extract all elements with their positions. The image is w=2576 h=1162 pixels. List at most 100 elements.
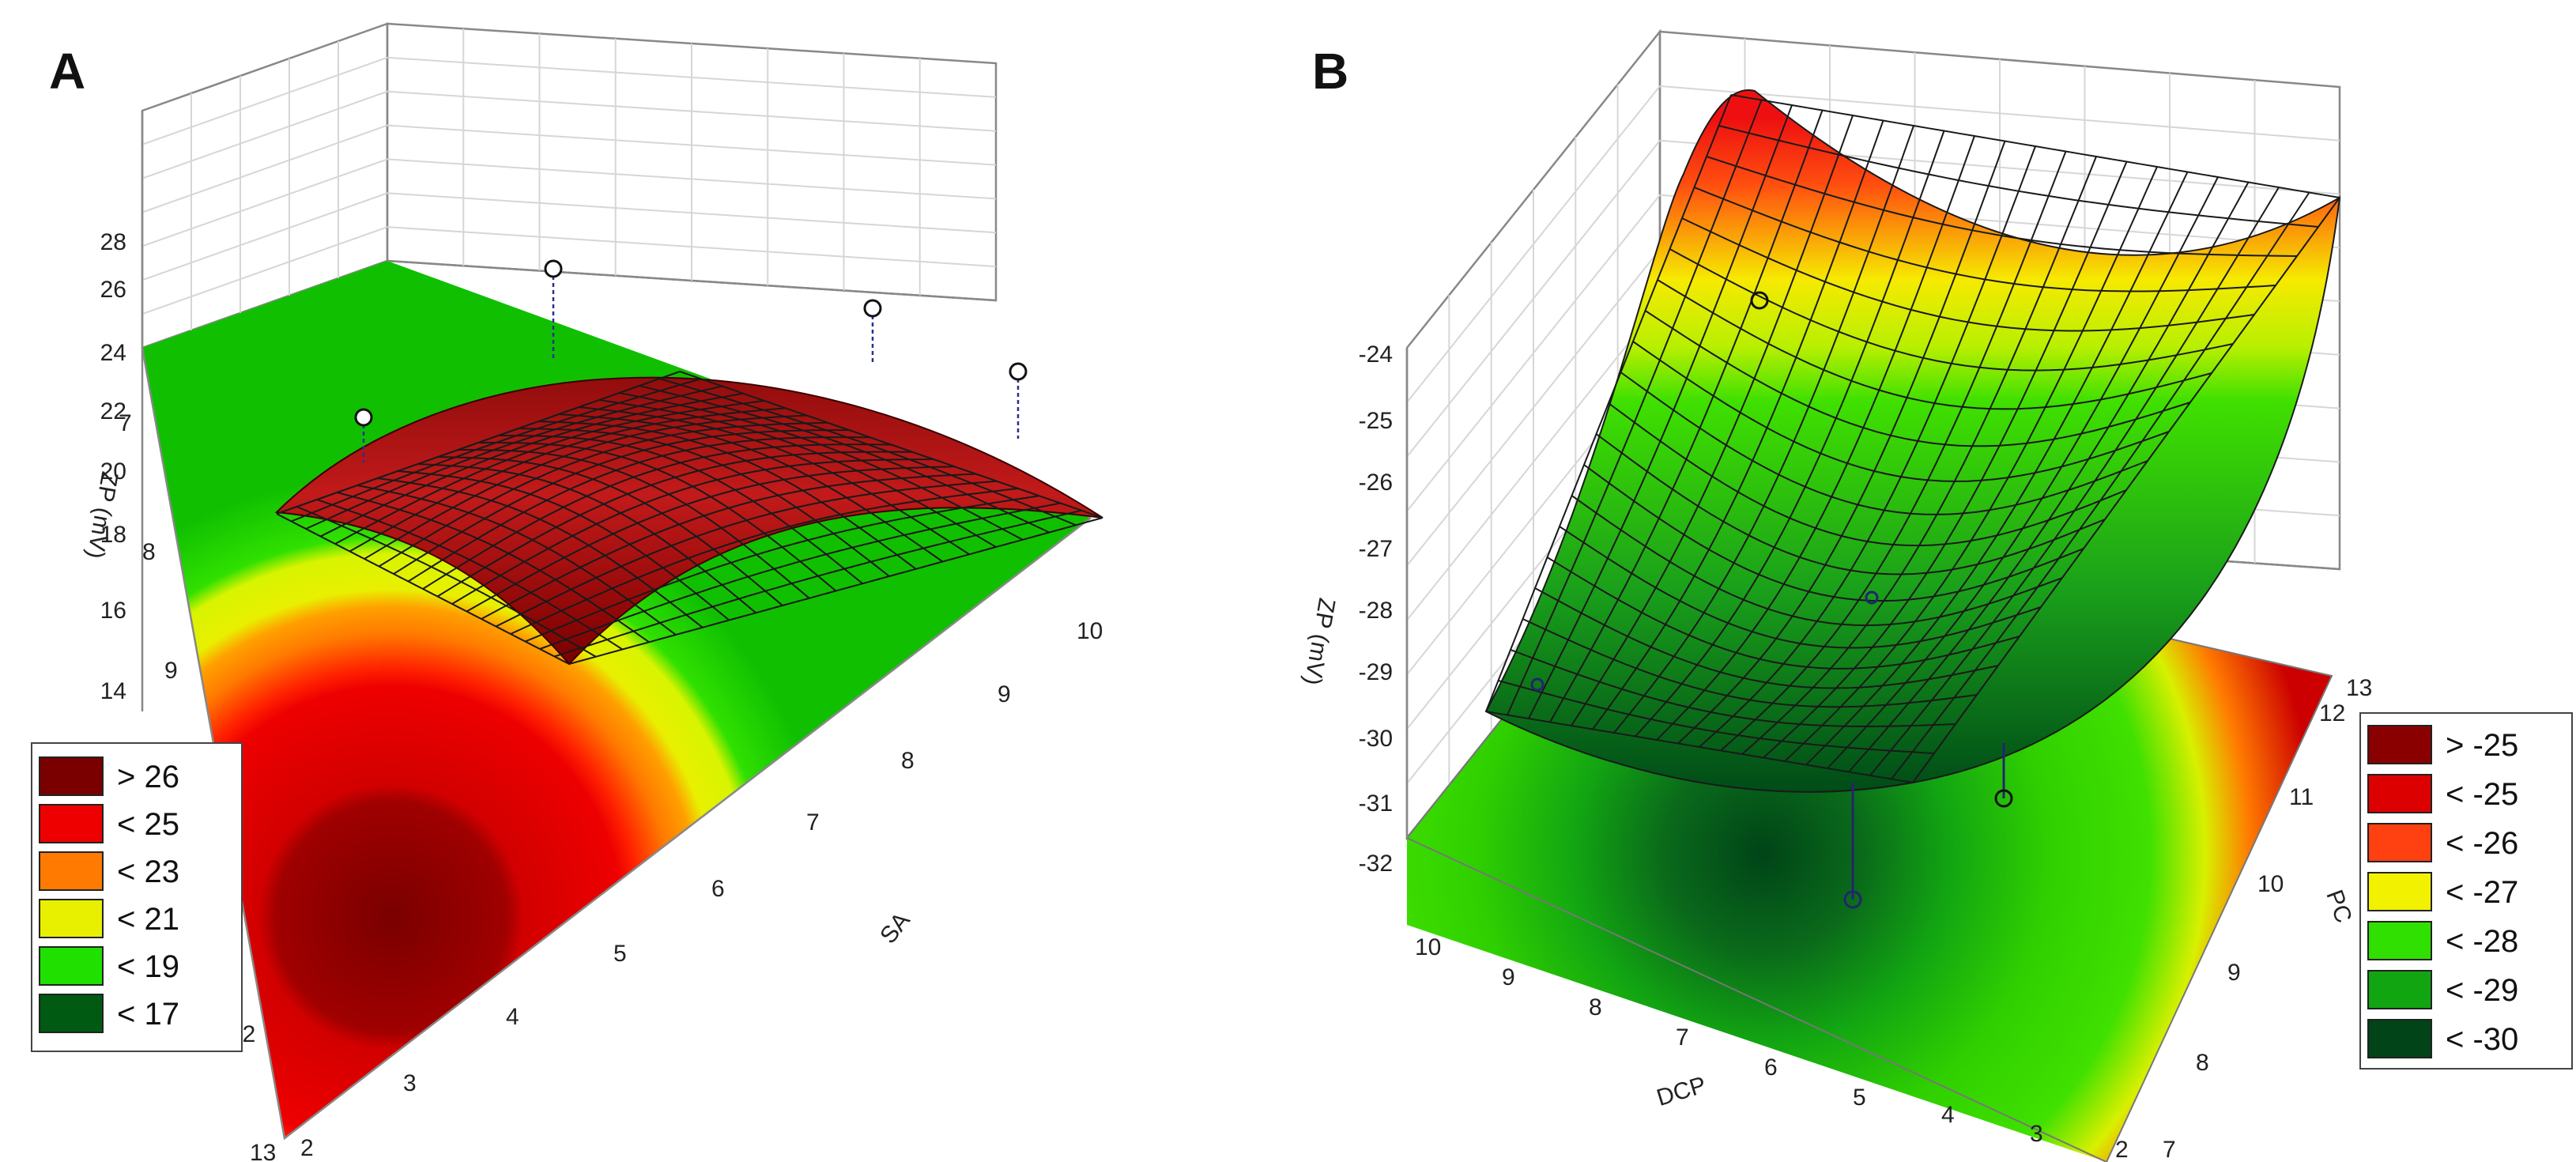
legend-label: < -27 <box>2446 875 2518 910</box>
mesh-line <box>659 378 1077 526</box>
z-tick: -32 <box>1359 851 1393 877</box>
panel-a-point <box>1009 362 1028 381</box>
mesh-line <box>1763 161 2128 759</box>
z-tick: -25 <box>1359 408 1393 434</box>
mesh-line <box>538 421 917 570</box>
legend-label: < -28 <box>2446 924 2518 959</box>
pc-tick: 8 <box>142 539 156 565</box>
panel-b-dcp-label: DCP <box>1654 1072 1709 1111</box>
dcp-tick: 6 <box>1764 1054 1778 1081</box>
panel-b-dcp-ticks: 10 9 8 7 6 5 4 3 2 <box>1415 934 2129 1162</box>
mesh-line <box>554 509 1082 658</box>
panel-a-walls <box>141 22 998 349</box>
mesh-line <box>639 385 1050 534</box>
mesh-line <box>510 488 1019 635</box>
legend-label: > -25 <box>2446 728 2518 763</box>
panel-b-pc-label: PC <box>2321 887 2356 926</box>
sa-tick: 7 <box>806 809 820 836</box>
grid-line <box>387 90 997 132</box>
legend-swatch <box>39 994 104 1033</box>
z-tick: 16 <box>100 598 126 624</box>
sa-tick: 9 <box>998 681 1011 707</box>
grid-line <box>1406 140 1661 458</box>
panel-b-point <box>1530 677 1544 692</box>
dcp-tick: 5 <box>1853 1085 1866 1111</box>
legend-swatch <box>2367 1019 2432 1058</box>
panel-b-z-label: ZP (mV) <box>1299 596 1340 687</box>
mesh-line <box>422 443 892 590</box>
legend-label: < 17 <box>117 997 179 1032</box>
panel-b-point <box>1843 890 1862 909</box>
mesh-line <box>1694 187 2276 292</box>
panel-a-wall-grid <box>141 28 997 330</box>
pc-tick: 8 <box>2196 1050 2209 1076</box>
pc-tick: 12 <box>2319 700 2345 726</box>
z-tick: 24 <box>100 340 126 366</box>
legend-label: < -30 <box>2446 1022 2518 1057</box>
mesh-line <box>481 473 976 620</box>
panel-a-legend: > 26 < 25 < 23 < 21 < 19 < 17 <box>31 742 243 1052</box>
mesh-line <box>1620 372 2148 515</box>
dcp-tick: 10 <box>1415 934 1441 960</box>
mesh-line <box>1644 310 2191 447</box>
grid-line <box>387 158 997 200</box>
z-tick: -24 <box>1359 341 1393 368</box>
mesh-line <box>1805 172 2189 766</box>
panel-a: A 14 16 18 2 <box>31 22 1103 1162</box>
panel-a-point <box>863 299 882 318</box>
z-tick: -26 <box>1359 470 1393 496</box>
panel-b: B -32 -31 -30 -29 -28 -27 <box>1299 28 2573 1162</box>
mesh-line <box>436 451 913 598</box>
z-tick: 26 <box>100 277 126 303</box>
mesh-line <box>568 517 1103 665</box>
mesh-line <box>598 399 997 548</box>
panel-b-point <box>1865 590 1879 605</box>
z-tick: 22 <box>100 398 126 424</box>
legend-label: > 26 <box>117 760 179 794</box>
sa-tick: 8 <box>901 748 915 774</box>
legend-swatch <box>2367 872 2432 911</box>
dcp-tick: 8 <box>1589 994 1602 1021</box>
legend-swatch <box>39 804 104 843</box>
z-tick: -29 <box>1359 659 1393 685</box>
sa-tick: 2 <box>300 1135 314 1161</box>
legend-label: < -26 <box>2446 826 2518 861</box>
pc-tick: 10 <box>2257 871 2284 897</box>
panel-a-sa-label: SA <box>875 907 915 949</box>
mesh-line <box>539 502 1061 650</box>
panel-b-point <box>1994 789 2013 808</box>
z-tick: -28 <box>1359 598 1393 624</box>
sa-tick: 5 <box>613 941 627 967</box>
mesh-line <box>1784 166 2158 762</box>
pc-tick: 13 <box>250 1140 276 1162</box>
legend-label: < 25 <box>117 807 179 842</box>
legend-swatch <box>2367 970 2432 1009</box>
panel-b-point <box>1750 291 1769 310</box>
mesh-line <box>1681 217 2255 332</box>
mesh-line <box>1657 279 2212 410</box>
sa-tick: 4 <box>506 1004 519 1030</box>
mesh-line <box>619 392 1024 541</box>
mesh-line <box>1699 145 2036 748</box>
dcp-tick: 4 <box>1941 1102 1955 1128</box>
sa-tick: 10 <box>1077 618 1103 644</box>
panel-a-points <box>354 259 1028 462</box>
panel-b-z-ticks: -32 -31 -30 -29 -28 -27 -26 -25 -24 <box>1359 341 1393 877</box>
dcp-tick: 2 <box>2115 1137 2129 1162</box>
z-tick: 14 <box>100 678 126 704</box>
sa-tick: 3 <box>403 1070 417 1096</box>
mesh-line <box>1720 151 2067 752</box>
pc-tick: 11 <box>2289 784 2314 810</box>
mesh-line <box>496 480 998 628</box>
mesh-line <box>1891 191 2310 780</box>
grid-line <box>141 124 388 213</box>
panel-a-surface-mesh <box>276 371 1103 665</box>
legend-swatch <box>2367 823 2432 862</box>
grid-line <box>141 56 388 145</box>
panel-b-legend: > -25 < -25 < -26 < -27 < -28 < -29 < -3… <box>2359 712 2573 1070</box>
mesh-line <box>1827 176 2219 769</box>
mesh-line <box>1741 156 2097 755</box>
mesh-line <box>1869 187 2280 776</box>
mesh-line <box>579 406 970 556</box>
